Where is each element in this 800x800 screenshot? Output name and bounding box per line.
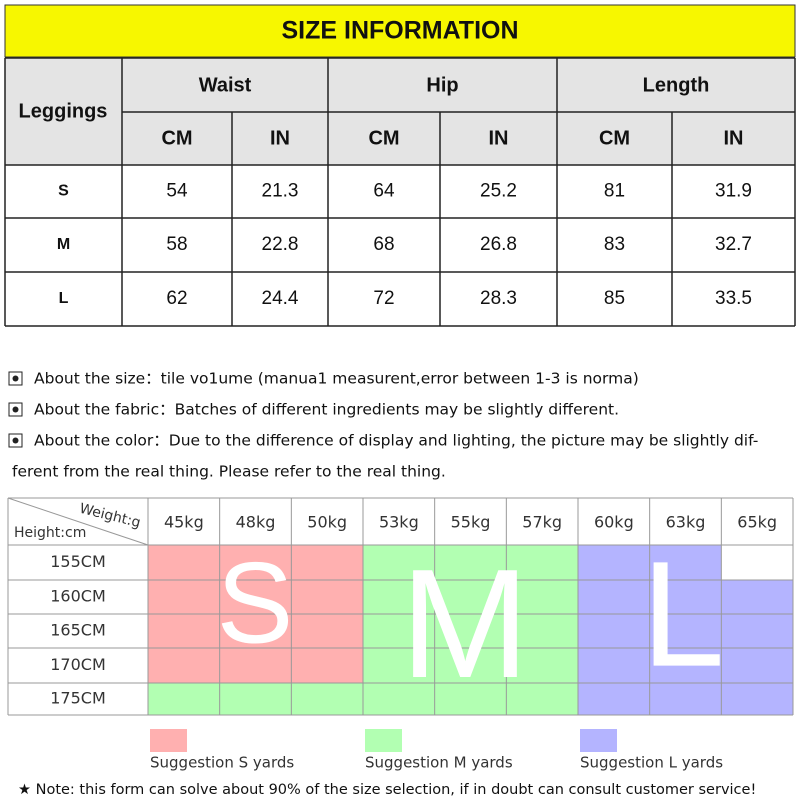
legend-label: Suggestion S yards (150, 754, 294, 772)
weight: 48kg (236, 513, 276, 532)
height: 175CM (50, 689, 106, 708)
cell: 58 (166, 234, 187, 255)
unit-header: IN (724, 127, 744, 149)
legend-swatch (365, 729, 402, 752)
bullet-dot (12, 437, 19, 444)
big-letter: M (400, 537, 529, 710)
title: SIZE INFORMATION (281, 17, 518, 45)
unit-header: CM (368, 127, 399, 149)
cell: 24.4 (262, 288, 299, 309)
cell: 81 (604, 181, 625, 202)
cell: 32.7 (715, 234, 752, 255)
big-letter: S (217, 539, 294, 667)
cell: 54 (166, 181, 188, 202)
weight-label: Weight:g (78, 501, 142, 532)
cell: 28.3 (480, 288, 517, 309)
height: 160CM (50, 587, 106, 606)
big-letter: L (641, 530, 724, 698)
weight: 50kg (307, 513, 347, 532)
bullet-box (8, 371, 23, 386)
footer-note: ★ Note: this form can solve about 90% of… (18, 782, 756, 798)
cell: 68 (373, 234, 394, 255)
unit-header: CM (161, 127, 192, 149)
note: About the fabric：Batches of different in… (34, 401, 619, 419)
legend-label: Suggestion M yards (365, 754, 513, 772)
height: 170CM (50, 655, 106, 674)
bullet-dot (12, 406, 19, 413)
height-label: Height:cm (14, 525, 86, 541)
group-header: Length (643, 74, 710, 96)
cell: 64 (373, 181, 395, 202)
weight: 65kg (737, 513, 777, 532)
cell: 21.3 (262, 181, 299, 202)
cell: 25.2 (480, 181, 517, 202)
note: About the size：tile vo1ume (manua1 measu… (34, 370, 639, 388)
weight: 63kg (666, 513, 706, 532)
cell: 26.8 (480, 234, 517, 255)
cell: 33.5 (715, 288, 752, 309)
cell: 85 (604, 288, 625, 309)
note: About the color：Due to the difference of… (34, 432, 758, 450)
note: ferent from the real thing. Please refer… (12, 463, 446, 481)
unit-header: IN (489, 127, 509, 149)
corner-label: Leggings (19, 100, 108, 122)
group-header: Waist (199, 74, 252, 96)
title-bar (4, 4, 796, 58)
weight: 45kg (164, 513, 204, 532)
bullet-dot (12, 375, 19, 382)
bullet-box (8, 433, 23, 448)
weight: 57kg (522, 513, 562, 532)
group-header: Hip (426, 74, 458, 96)
cell: 62 (166, 288, 187, 309)
unit-header: IN (270, 127, 290, 149)
bullet-box (8, 402, 23, 417)
legend-swatch (150, 729, 187, 752)
size-label: S (58, 183, 69, 200)
weight: 60kg (594, 513, 634, 532)
size-label: L (59, 290, 69, 307)
weight: 55kg (451, 513, 491, 532)
size-label: M (57, 236, 70, 253)
legend-swatch (580, 729, 617, 752)
cell: 31.9 (715, 181, 752, 202)
height: 165CM (50, 621, 106, 640)
legend-label: Suggestion L yards (580, 754, 723, 772)
unit-header: CM (599, 127, 630, 149)
cell: 22.8 (262, 234, 299, 255)
cell: 72 (373, 288, 394, 309)
border (7, 497, 149, 546)
height: 155CM (50, 552, 106, 571)
weight: 53kg (379, 513, 419, 532)
cell: 83 (604, 234, 625, 255)
